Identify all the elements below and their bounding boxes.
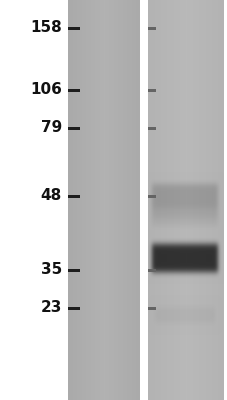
Text: 48: 48 (41, 188, 62, 204)
Text: 158: 158 (30, 20, 62, 36)
Text: 79: 79 (41, 120, 62, 136)
Text: 35: 35 (41, 262, 62, 278)
Text: 106: 106 (30, 82, 62, 98)
Text: 23: 23 (40, 300, 62, 316)
